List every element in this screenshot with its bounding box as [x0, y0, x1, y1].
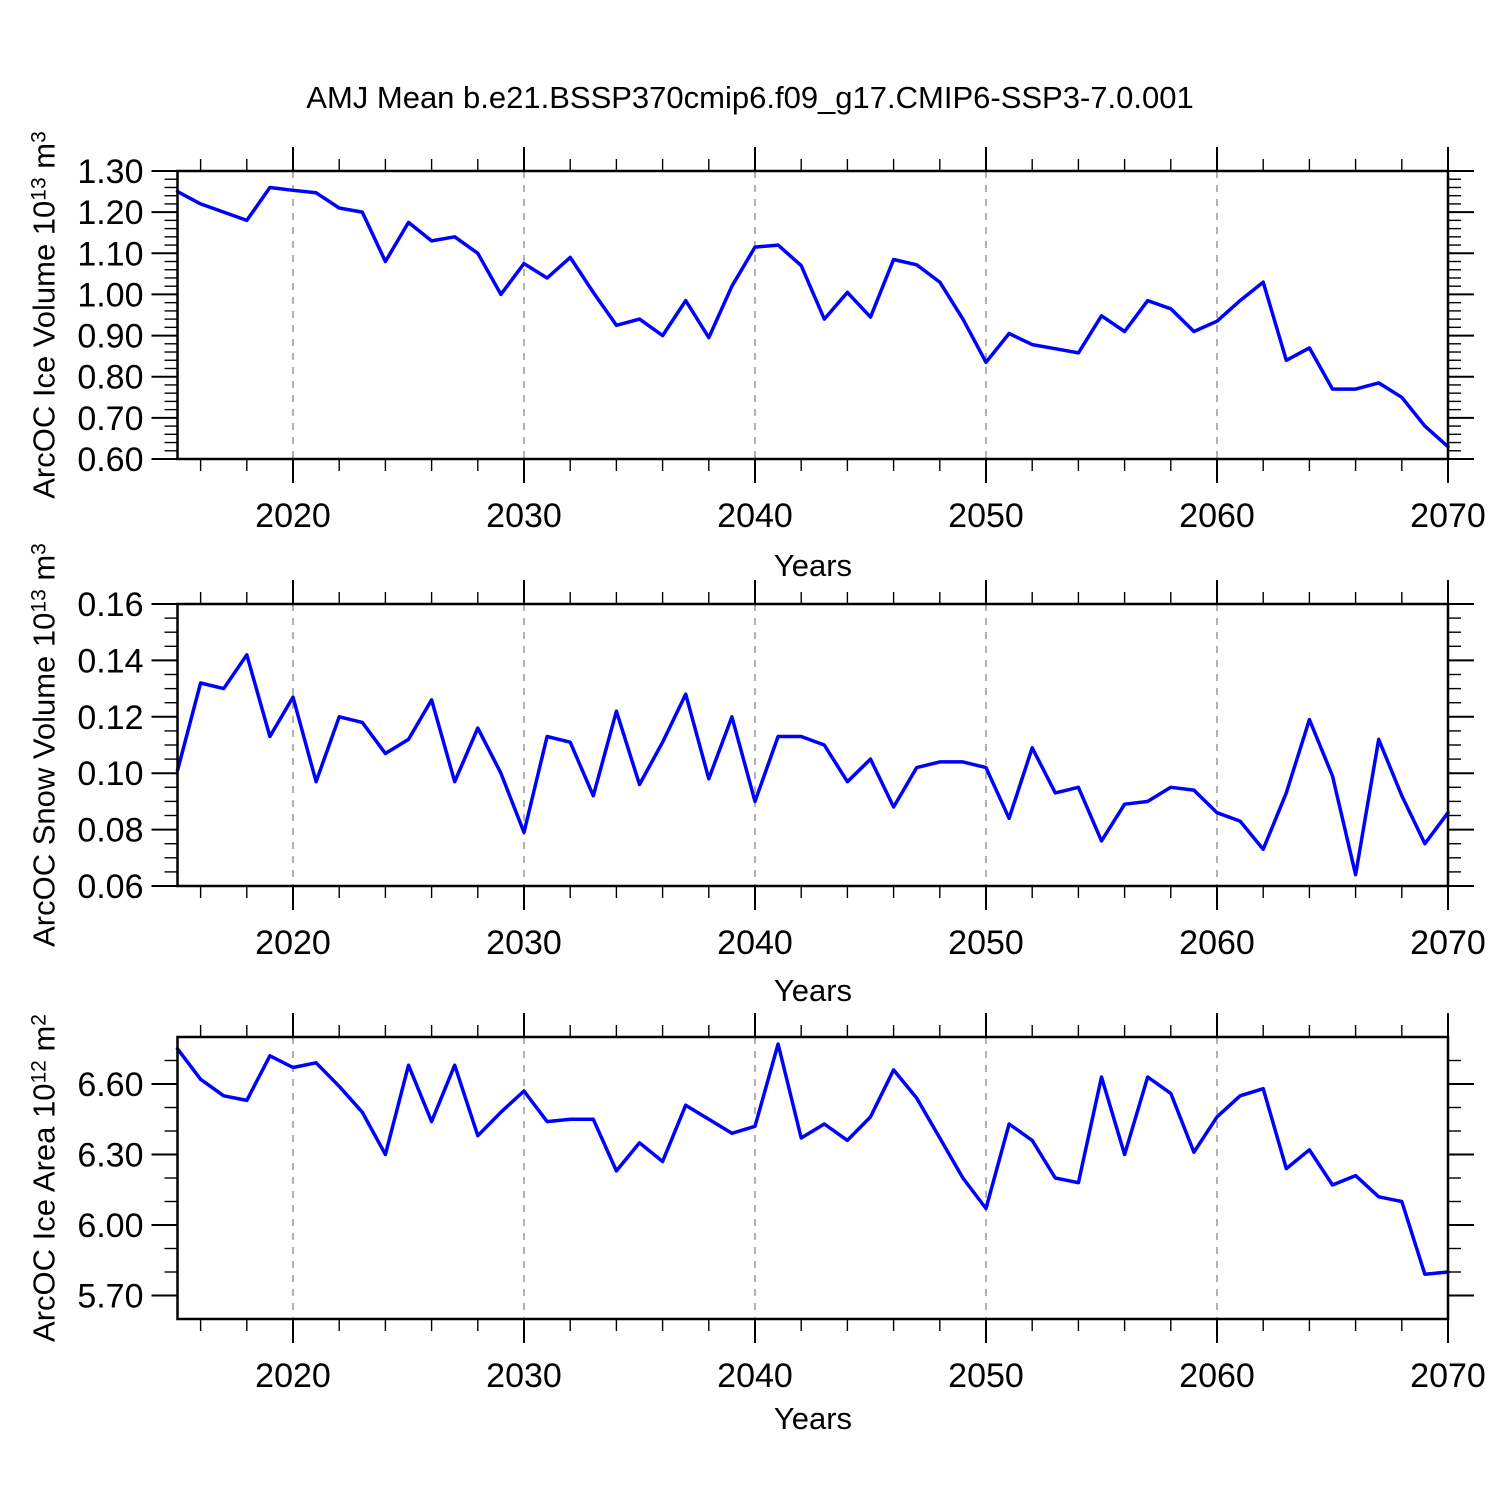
y-tick-label: 0.12	[77, 699, 143, 737]
data-line-snow-volume	[175, 653, 1450, 877]
y-axis-title-snow-volume: ArcOC Snow Volume 1013 m3	[25, 543, 62, 947]
y-tick-label: 6.30	[77, 1137, 143, 1175]
data-line-ice-volume	[175, 185, 1450, 449]
plot-frame	[176, 169, 1450, 461]
x-tick-label: 2040	[717, 497, 793, 535]
x-tick-label: 2040	[717, 1357, 793, 1395]
panel-ice-volume: 2020 2030 2040 2050 2060 2070 0.600.700.800.90…	[77, 147, 1486, 535]
x-tick-label: 2030	[486, 1357, 562, 1395]
chart-title: AMJ Mean b.e21.BSSP370cmip6.f09_g17.CMIP…	[306, 80, 1194, 115]
x-tick-label: 2070	[1410, 497, 1486, 535]
y-tick-label: 0.14	[77, 642, 143, 680]
x-tick-label: 2060	[1179, 497, 1255, 535]
y-tick-label: 0.90	[77, 318, 143, 356]
y-axis-title-unit: m	[26, 142, 62, 178]
x-tick-label: 2070	[1410, 1357, 1486, 1395]
y-axis-title-unit-exponent: 3	[27, 543, 51, 555]
y-tick-label: 0.16	[77, 586, 143, 624]
x-axis-title-panel2: Years	[773, 973, 853, 1008]
x-tick-label: 2020	[255, 924, 331, 962]
x-tick-label: 2050	[948, 497, 1024, 535]
y-axis-title-unit-exponent: 3	[27, 131, 51, 143]
y-tick-label: 6.00	[77, 1207, 143, 1245]
y-tick-label: 1.00	[77, 276, 143, 314]
y-axis-title-text: ArcOC Ice Volume 10	[26, 200, 62, 499]
x-tick-label: 2050	[948, 1357, 1024, 1395]
y-axis-title-text: ArcOC Ice Area 10	[26, 1083, 62, 1342]
y-tick-label: 6.60	[77, 1066, 143, 1104]
x-axis-title-panel3: Years	[773, 1401, 853, 1436]
plot-frame	[176, 1035, 1450, 1321]
x-tick-label: 2060	[1179, 924, 1255, 962]
y-tick-label: 1.10	[77, 235, 143, 273]
y-tick-label: 0.70	[77, 400, 143, 438]
y-axis-title-ice-area: ArcOC Ice Area 1012 m2	[25, 1014, 62, 1342]
y-axis-title-exponent: 13	[27, 589, 51, 613]
y-axis-title-exponent: 12	[27, 1060, 51, 1084]
y-axis-title-ice-volume: ArcOC Ice Volume 1013 m3	[25, 131, 62, 499]
panel-ice-area: 2020 2030 2040 2050 2060 2070 5.70 6.00 6.30 6.60	[77, 1013, 1486, 1395]
y-tick-label: 0.60	[77, 441, 143, 479]
x-tick-label: 2060	[1179, 1357, 1255, 1395]
panel-snow-volume: 2020 2030 2040 2050 2060 2070 0.06 0.08 0.10 0.12…	[77, 580, 1486, 962]
x-tick-label: 2030	[486, 924, 562, 962]
y-tick-label: 0.10	[77, 755, 143, 793]
x-tick-label: 2020	[255, 497, 331, 535]
y-tick-label: 0.08	[77, 812, 143, 850]
y-axis-title-unit-exponent: 2	[27, 1014, 51, 1026]
y-axis-title-unit: m	[26, 1025, 62, 1061]
y-tick-label: 1.30	[77, 153, 143, 191]
y-tick-label: 1.20	[77, 194, 143, 232]
y-tick-label: 0.06	[77, 868, 143, 906]
y-axis-title-exponent: 13	[27, 177, 51, 201]
x-tick-label: 2020	[255, 1357, 331, 1395]
x-tick-label: 2040	[717, 924, 793, 962]
y-axis-title-text: ArcOC Snow Volume 10	[26, 612, 62, 947]
data-line-ice-area	[175, 1042, 1450, 1277]
x-axis-title-panel1: Years	[773, 548, 853, 583]
y-tick-label: 0.80	[77, 359, 143, 397]
y-tick-label: 5.70	[77, 1278, 143, 1316]
x-tick-label: 2030	[486, 497, 562, 535]
y-axis-title-unit: m	[26, 554, 62, 590]
x-tick-label: 2070	[1410, 924, 1486, 962]
x-tick-label: 2050	[948, 924, 1024, 962]
